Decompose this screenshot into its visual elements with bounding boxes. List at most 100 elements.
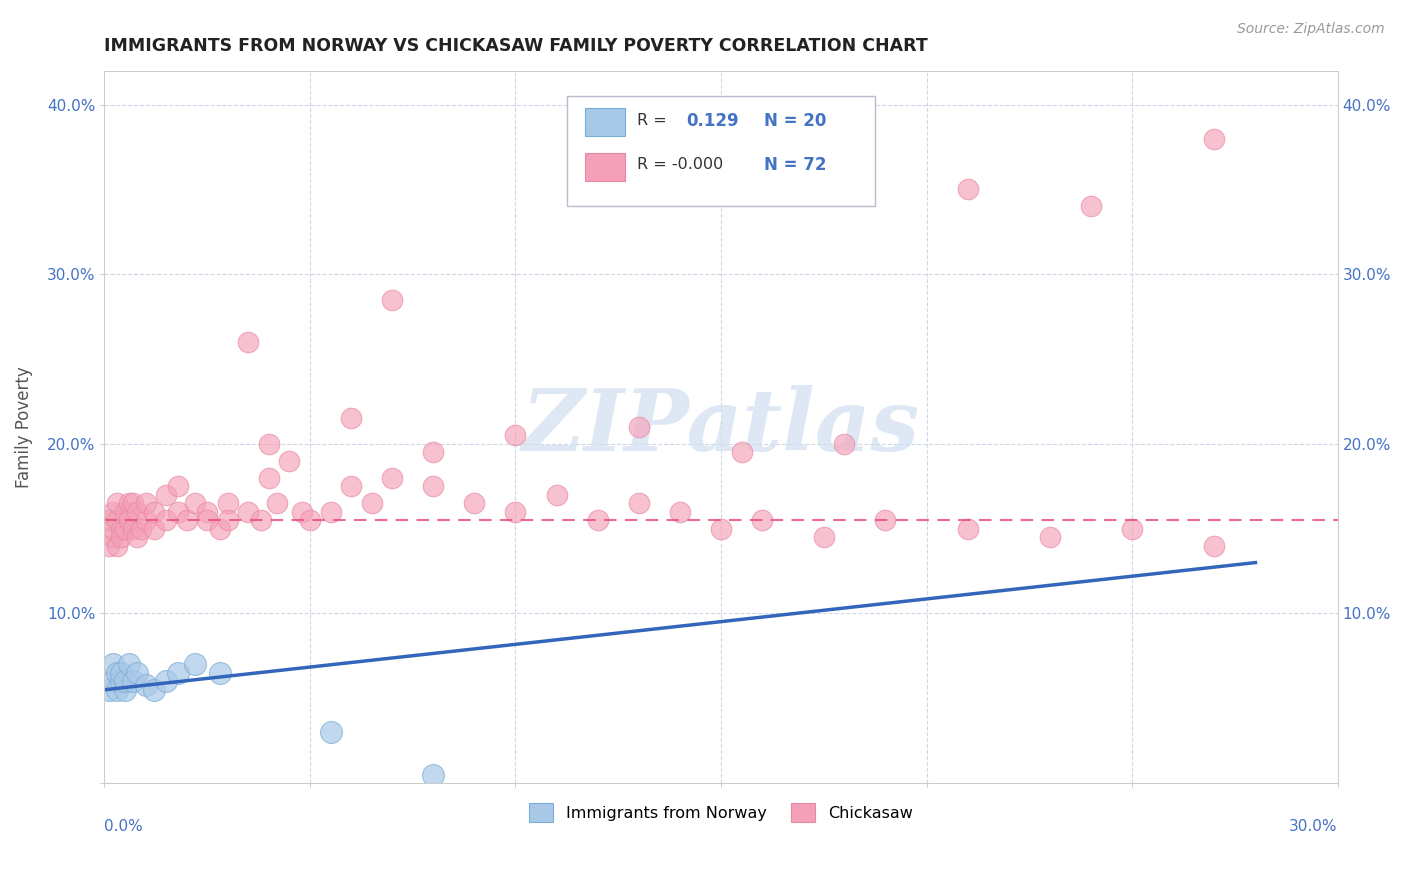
Text: N = 72: N = 72 [765, 156, 827, 174]
Point [238, 335, 260, 350]
Point [249, 513, 271, 527]
Point [422, 479, 444, 493]
Point [266, 496, 288, 510]
Point [110, 674, 132, 689]
Text: ZIPatlas: ZIPatlas [522, 385, 920, 468]
Point [730, 445, 752, 459]
Point [101, 522, 124, 536]
Point [110, 665, 132, 680]
Point [135, 678, 157, 692]
Point [105, 513, 128, 527]
Point [340, 479, 363, 493]
Point [155, 513, 177, 527]
Point [1204, 131, 1226, 145]
Y-axis label: Family Poverty: Family Poverty [15, 366, 32, 488]
Point [217, 513, 239, 527]
Point [381, 471, 404, 485]
Point [167, 479, 190, 493]
Point [142, 522, 165, 536]
Point [97, 539, 120, 553]
Text: Source: ZipAtlas.com: Source: ZipAtlas.com [1237, 22, 1385, 37]
Text: N = 20: N = 20 [765, 112, 827, 129]
Point [586, 513, 609, 527]
Point [101, 530, 124, 544]
Point [1039, 530, 1062, 544]
Point [114, 674, 136, 689]
Point [184, 657, 207, 672]
Point [751, 513, 773, 527]
Point [1080, 199, 1102, 213]
Point [184, 496, 207, 510]
FancyBboxPatch shape [585, 153, 624, 181]
Point [101, 674, 124, 689]
Point [142, 505, 165, 519]
Point [669, 505, 692, 519]
Point [422, 767, 444, 781]
Point [114, 682, 136, 697]
Point [155, 674, 177, 689]
Point [105, 496, 128, 510]
Point [422, 445, 444, 459]
Point [195, 513, 218, 527]
Point [122, 674, 145, 689]
Legend: Immigrants from Norway, Chickasaw: Immigrants from Norway, Chickasaw [523, 797, 920, 829]
Point [118, 496, 141, 510]
Point [122, 496, 145, 510]
Point [956, 182, 979, 196]
Point [114, 505, 136, 519]
Point [360, 496, 382, 510]
Point [505, 505, 527, 519]
Point [135, 496, 157, 510]
Point [167, 505, 190, 519]
Point [105, 539, 128, 553]
Point [546, 488, 568, 502]
Point [291, 505, 314, 519]
Point [319, 725, 342, 739]
Text: 0.0%: 0.0% [104, 819, 143, 834]
Point [105, 682, 128, 697]
Point [131, 522, 153, 536]
FancyBboxPatch shape [585, 108, 624, 136]
Point [101, 505, 124, 519]
Point [463, 496, 485, 510]
FancyBboxPatch shape [567, 95, 875, 206]
Text: R = -0.000: R = -0.000 [637, 157, 724, 172]
Point [875, 513, 897, 527]
Point [97, 682, 120, 697]
Point [142, 682, 165, 697]
Point [834, 437, 856, 451]
Point [105, 665, 128, 680]
Point [278, 454, 301, 468]
Point [110, 530, 132, 544]
Text: IMMIGRANTS FROM NORWAY VS CHICKASAW FAMILY POVERTY CORRELATION CHART: IMMIGRANTS FROM NORWAY VS CHICKASAW FAMI… [104, 37, 928, 55]
Text: R =: R = [637, 113, 666, 128]
Text: 30.0%: 30.0% [1289, 819, 1337, 834]
Point [135, 513, 157, 527]
Point [127, 665, 149, 680]
Point [122, 522, 145, 536]
Point [118, 513, 141, 527]
Point [340, 411, 363, 425]
Point [627, 420, 650, 434]
Point [110, 522, 132, 536]
Point [176, 513, 198, 527]
Point [97, 513, 120, 527]
Point [118, 657, 141, 672]
Point [257, 471, 280, 485]
Point [167, 665, 190, 680]
Point [208, 665, 231, 680]
Point [238, 505, 260, 519]
Point [257, 437, 280, 451]
Point [505, 428, 527, 442]
Point [1204, 539, 1226, 553]
Point [208, 522, 231, 536]
Point [1121, 522, 1143, 536]
Point [813, 530, 835, 544]
Point [217, 496, 239, 510]
Point [710, 522, 733, 536]
Point [195, 505, 218, 519]
Point [155, 488, 177, 502]
Point [101, 657, 124, 672]
Point [298, 513, 321, 527]
Point [127, 505, 149, 519]
